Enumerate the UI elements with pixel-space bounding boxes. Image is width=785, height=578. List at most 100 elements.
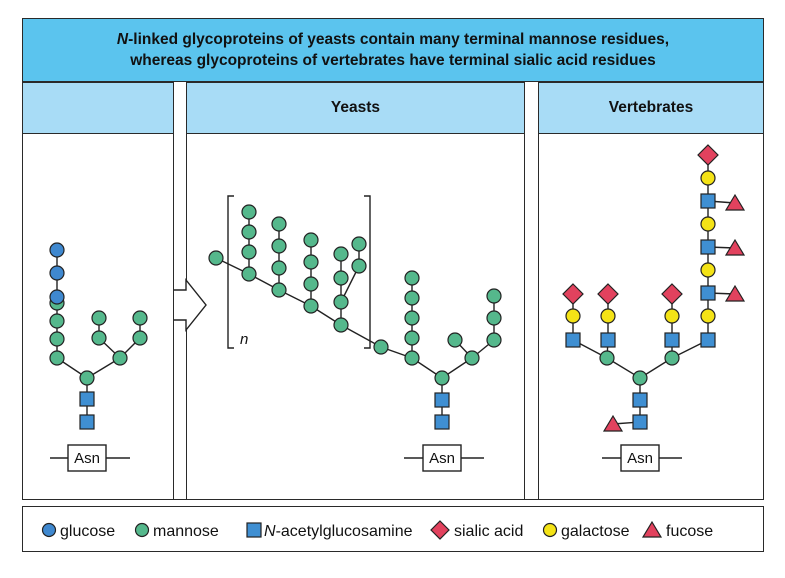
fucose-residue bbox=[602, 414, 624, 432]
panel-precursor bbox=[22, 82, 174, 500]
glcnac-residue bbox=[700, 332, 716, 348]
mannose-residue bbox=[132, 310, 148, 326]
glcnac-residue bbox=[79, 414, 95, 430]
mannose-residue bbox=[208, 250, 224, 266]
glcnac-residue bbox=[434, 414, 450, 430]
mannose-residue bbox=[373, 339, 389, 355]
mannose-residue bbox=[664, 350, 680, 366]
glcnac-residue bbox=[700, 193, 716, 209]
legend-glucose-label: glucose bbox=[60, 523, 115, 540]
galactose-residue bbox=[700, 170, 716, 186]
mannose-residue bbox=[351, 236, 367, 252]
mannose-residue bbox=[404, 290, 420, 306]
mannose-residue bbox=[79, 370, 95, 386]
legend-fucose-icon bbox=[641, 520, 663, 538]
legend-fucose-label: fucose bbox=[666, 523, 713, 540]
glcnac-residue bbox=[565, 332, 581, 348]
mannose-residue bbox=[351, 258, 367, 274]
mannose-residue bbox=[632, 370, 648, 386]
legend-mannose-label: mannose bbox=[153, 523, 219, 540]
legend-svg: glucose mannose N-acetylglucosamine sial… bbox=[41, 520, 713, 540]
glcnac-residue bbox=[79, 391, 95, 407]
galactose-residue bbox=[700, 308, 716, 324]
mannose-residue bbox=[303, 232, 319, 248]
mannose-residue bbox=[447, 332, 463, 348]
panel-vertebrates-title: Vertebrates bbox=[539, 83, 763, 134]
mannose-residue bbox=[434, 370, 450, 386]
mannose-residue bbox=[486, 310, 502, 326]
process-arrow-icon bbox=[174, 278, 207, 332]
figure-header: N-linked glycoproteins of yeasts contain… bbox=[22, 18, 764, 82]
galactose-residue bbox=[700, 262, 716, 278]
asn-left: Asn bbox=[50, 444, 130, 472]
asn-vertebrates: Asn bbox=[602, 444, 682, 472]
mannose-residue bbox=[333, 294, 349, 310]
mannose-residue bbox=[49, 313, 65, 329]
mannose-residue bbox=[599, 350, 615, 366]
mannose-residue bbox=[49, 331, 65, 347]
repeat-n-label: n bbox=[240, 331, 248, 348]
glucose-residue bbox=[49, 242, 65, 258]
mannose-residue bbox=[486, 288, 502, 304]
legend-glcnac-icon bbox=[246, 522, 262, 538]
sialic-acid-residue bbox=[697, 144, 719, 166]
mannose-residue bbox=[486, 332, 502, 348]
sialic-acid-residue bbox=[562, 283, 584, 305]
mannose-residue bbox=[333, 317, 349, 333]
header-line-1: N-linked glycoproteins of yeasts contain… bbox=[116, 31, 670, 48]
legend-mannose-icon bbox=[134, 522, 150, 538]
mannose-residue bbox=[303, 298, 319, 314]
legend-sialic-icon bbox=[430, 520, 450, 540]
repeat-bracket-right bbox=[364, 195, 371, 349]
svg-text:Asn: Asn bbox=[429, 450, 455, 467]
glcnac-residue bbox=[600, 332, 616, 348]
glcnac-residue bbox=[700, 239, 716, 255]
mannose-residue bbox=[241, 266, 257, 282]
mannose-residue bbox=[271, 238, 287, 254]
glucose-residue bbox=[49, 289, 65, 305]
svg-text:Asn: Asn bbox=[627, 450, 653, 467]
mannose-residue bbox=[464, 350, 480, 366]
mannose-residue bbox=[333, 270, 349, 286]
mannose-residue bbox=[404, 350, 420, 366]
galactose-residue bbox=[600, 308, 616, 324]
mannose-residue bbox=[333, 246, 349, 262]
legend-galactose-label: galactose bbox=[561, 523, 630, 540]
glcnac-residue bbox=[700, 285, 716, 301]
mannose-residue bbox=[271, 282, 287, 298]
legend-glcnac-label: N-acetylglucosamine bbox=[264, 523, 413, 540]
sugar-residues bbox=[49, 144, 746, 432]
mannose-residue bbox=[404, 270, 420, 286]
fucose-residue bbox=[724, 238, 746, 256]
svg-text:Asn: Asn bbox=[74, 450, 100, 467]
panel-yeasts-title: Yeasts bbox=[187, 83, 524, 134]
legend-galactose-icon bbox=[542, 522, 558, 538]
panel-precursor-head bbox=[23, 83, 173, 134]
mannose-residue bbox=[303, 276, 319, 292]
mannose-residue bbox=[132, 330, 148, 346]
fucose-residue bbox=[724, 284, 746, 302]
glycosidic-bonds bbox=[56, 155, 736, 425]
galactose-residue bbox=[565, 308, 581, 324]
sialic-acid-residue bbox=[597, 283, 619, 305]
mannose-residue bbox=[91, 330, 107, 346]
glcnac-residue bbox=[632, 414, 648, 430]
bond-Y_b0-Y_b1 bbox=[340, 324, 382, 348]
glucose-residue bbox=[49, 265, 65, 281]
sialic-acid-residue bbox=[661, 283, 683, 305]
glcnac-residue bbox=[434, 392, 450, 408]
mannose-residue bbox=[404, 330, 420, 346]
mannose-residue bbox=[49, 350, 65, 366]
legend-glucose-icon bbox=[41, 522, 57, 538]
mannose-residue bbox=[241, 244, 257, 260]
mannose-residue bbox=[404, 310, 420, 326]
mannose-residue bbox=[241, 204, 257, 220]
mannose-residue bbox=[271, 216, 287, 232]
mannose-residue bbox=[303, 254, 319, 270]
legend-sialic-label: sialic acid bbox=[454, 523, 523, 540]
galactose-residue bbox=[700, 216, 716, 232]
mannose-residue bbox=[91, 310, 107, 326]
mannose-residue bbox=[241, 224, 257, 240]
mannose-residue bbox=[112, 350, 128, 366]
